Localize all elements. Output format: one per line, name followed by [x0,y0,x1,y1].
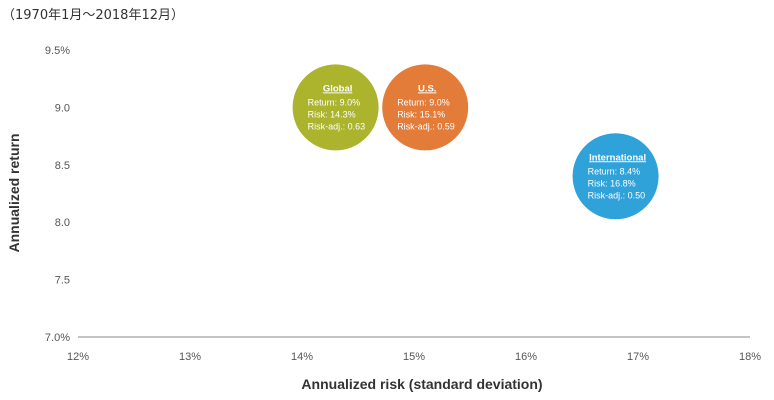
bubble-circle [292,64,379,151]
x-tick-label: 16% [515,351,537,363]
bubble-stat: Risk-adj.: 0.63 [308,121,366,131]
y-tick-label: 8.5 [55,160,70,172]
y-tick-label: 7.5 [55,275,70,287]
y-tick-label: 7.0% [45,332,70,344]
bubble-circle [382,64,469,151]
bubble-title: Global [323,83,353,94]
bubble-global: Global Return: 9.0% Risk: 14.3% Risk-adj.: … [292,64,379,151]
bubble-title: U.S. [418,83,436,94]
x-tick-label: 14% [291,351,313,363]
x-axis-title: Annualized risk (standard deviation) [301,376,542,392]
bubble-stat: Risk-adj.: 0.50 [588,190,646,200]
bubble-stat: Return: 9.0% [397,97,450,107]
bubble-international: International Return: 8.4% Risk: 16.8% Risk… [572,133,659,220]
x-tick-label: 15% [403,351,425,363]
y-axis-title: Annualized return [6,133,22,252]
y-tick-label: 9.5% [45,45,70,57]
bubble-stat: Risk: 15.1% [397,109,445,119]
bubble-stat: Return: 8.4% [588,166,641,176]
y-tick-label: 8.0 [55,217,70,229]
bubble-stat: Risk: 16.8% [588,178,636,188]
bubble-title: International [589,152,646,163]
bubble-stat: Return: 9.0% [308,97,361,107]
y-axis-ticks: 7.0% 7.5 8.0 8.5 9.0 9.5% [45,45,70,344]
x-axis-ticks: 12% 13% 14% 15% 16% 17% 18% [67,351,761,363]
bubble-circle [572,133,659,220]
bubble-us: U.S. Return: 9.0% Risk: 15.1% Risk-adj.: 0.… [382,64,469,151]
x-tick-label: 17% [627,351,649,363]
x-tick-label: 13% [179,351,201,363]
x-tick-label: 12% [67,351,89,363]
x-tick-label: 18% [739,351,761,363]
bubble-stat: Risk: 14.3% [308,109,356,119]
date-range-caption: （1970年1月～2018年12月） [2,8,184,23]
y-tick-label: 9.0 [55,102,70,114]
bubble-stat: Risk-adj.: 0.59 [397,121,455,131]
bubbles: Global Return: 9.0% Risk: 14.3% Risk-adj.: … [292,64,659,220]
